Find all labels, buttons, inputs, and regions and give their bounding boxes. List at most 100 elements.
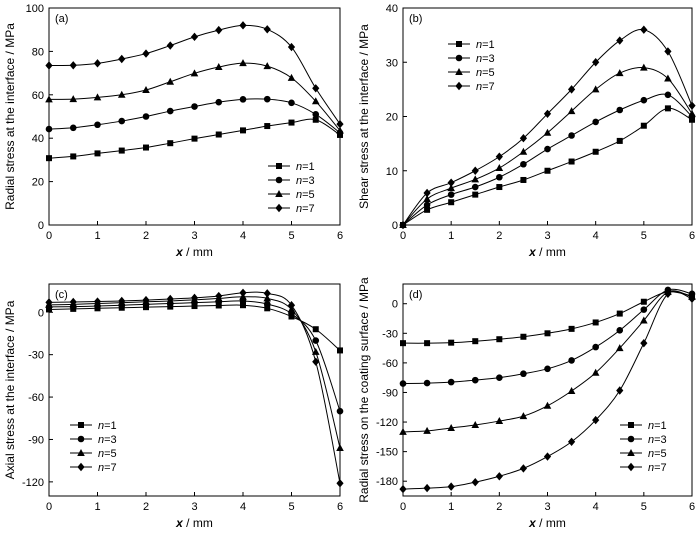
x-tick-label: 4	[240, 230, 246, 242]
data-point	[423, 194, 431, 202]
data-point	[519, 134, 528, 143]
data-point	[118, 296, 126, 306]
data-point	[69, 95, 78, 103]
series-square: n=1	[400, 288, 695, 432]
legend-marker	[77, 435, 85, 443]
data-point	[688, 109, 696, 117]
legend-marker	[77, 462, 85, 472]
y-tick-label: 40	[386, 3, 398, 15]
data-point	[616, 36, 624, 45]
data-point	[544, 365, 551, 373]
data-point	[94, 150, 101, 157]
panel-label: (b)	[409, 13, 422, 25]
data-point	[615, 69, 624, 77]
data-point	[568, 325, 575, 332]
data-point	[166, 41, 174, 50]
data-point	[592, 148, 599, 155]
data-point	[519, 147, 528, 155]
data-point	[312, 116, 319, 123]
data-point	[496, 374, 503, 381]
data-point	[447, 178, 455, 187]
data-point	[400, 340, 406, 347]
chart-panel-4: 0 1 2 3 4 5 6 -180 -150 -120 -90 -60 -30 0 (d) x / mm Ra…	[357, 277, 696, 530]
data-point	[93, 93, 102, 101]
y-tick-label: -120	[22, 477, 44, 489]
data-point	[69, 61, 77, 70]
x-tick-label: 3	[191, 230, 197, 242]
data-point	[336, 126, 344, 134]
data-point	[591, 85, 600, 93]
x-tick-label: 4	[593, 230, 599, 242]
data-point	[240, 302, 246, 309]
data-point	[688, 294, 696, 303]
panel-label: (d)	[409, 289, 422, 301]
y-tick-label: 20	[386, 112, 398, 124]
data-point	[471, 376, 479, 384]
data-point	[239, 96, 247, 103]
data-point	[215, 302, 222, 309]
data-point	[519, 464, 528, 473]
legend-value: =1	[104, 420, 117, 432]
legend-value: =3	[482, 53, 495, 65]
legend-value: =7	[482, 81, 495, 93]
legend-label: n=7	[98, 462, 117, 474]
data-point	[447, 191, 455, 198]
legend-marker	[276, 163, 282, 169]
data-point	[93, 297, 102, 306]
x-tick-label: 2	[496, 230, 502, 242]
panel-label: (a)	[55, 13, 68, 25]
legend-marker	[456, 41, 462, 47]
data-point	[69, 297, 77, 307]
data-point	[616, 310, 623, 317]
legend-marker	[275, 176, 283, 184]
data-point	[117, 90, 126, 98]
data-point	[423, 426, 431, 434]
data-point	[264, 305, 271, 312]
data-point	[337, 347, 343, 354]
data-point	[616, 327, 624, 334]
data-point	[640, 122, 647, 129]
legend-variable: n	[296, 189, 302, 201]
y-axis-label: Shear stress at the interface / MPa	[357, 24, 371, 209]
data-point	[567, 386, 576, 394]
data-point	[94, 121, 101, 129]
data-point	[495, 164, 504, 172]
series-circle: n =3	[399, 53, 696, 229]
data-point	[640, 63, 648, 71]
data-point	[190, 32, 199, 42]
legend-label: n=7	[476, 81, 495, 93]
data-point	[118, 54, 126, 64]
data-point	[447, 184, 455, 192]
x-axis-variable: x	[528, 516, 537, 530]
x-tick-label: 2	[143, 501, 149, 513]
data-point	[664, 91, 672, 99]
legend-variable: n	[648, 462, 654, 474]
legend-label: n=5	[476, 67, 495, 79]
legend-label: n=1	[296, 161, 315, 173]
legend-variable: n	[296, 203, 302, 215]
data-point	[688, 101, 696, 110]
data-point	[287, 42, 296, 52]
data-point	[640, 96, 648, 104]
legend-marker	[627, 435, 635, 443]
x-tick-label: 6	[689, 230, 695, 242]
y-tick-label: 20	[32, 177, 44, 189]
data-point	[336, 443, 344, 451]
data-point	[496, 173, 503, 181]
data-point	[45, 61, 53, 70]
legend-marker	[455, 54, 463, 62]
legend-variable: n	[98, 420, 104, 432]
legend-label: n=3	[476, 53, 495, 65]
series-triangle: n=5	[399, 63, 696, 228]
data-point	[312, 326, 319, 333]
data-point	[167, 140, 174, 147]
legend-variable: n	[476, 81, 482, 93]
data-point	[495, 417, 504, 425]
y-axis-label: Radial stress on the coating surface / M…	[357, 277, 371, 503]
data-point	[664, 105, 671, 112]
legend-marker	[455, 81, 463, 91]
x-axis-unit: / mm	[183, 245, 213, 259]
y-tick-label: 80	[32, 46, 44, 58]
